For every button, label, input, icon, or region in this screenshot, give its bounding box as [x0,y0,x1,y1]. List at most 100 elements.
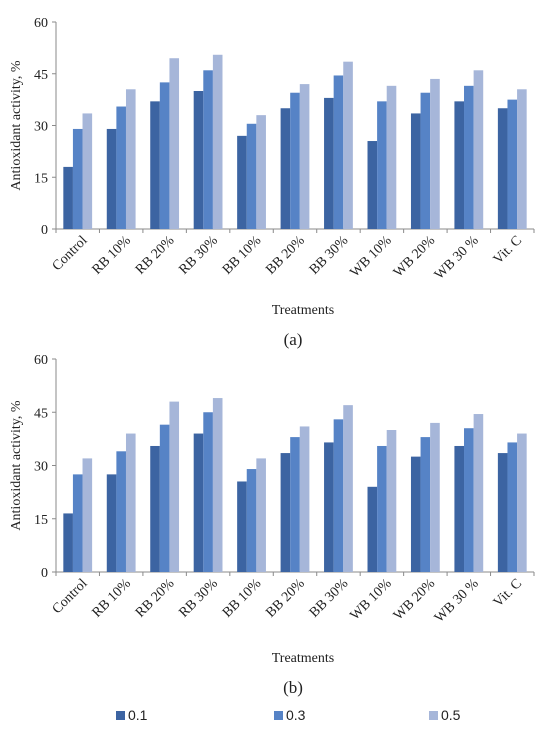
bar-wb-20--0.3 [420,92,431,229]
bar-wb-20--0.5 [430,78,440,229]
bar-vit-c-0.3 [507,99,518,229]
bar-rb-10--0.3 [116,451,126,572]
x-tick-label: BB 10% [220,233,265,278]
bar-control-0.1 [63,513,73,572]
x-tick-label: BB 20% [263,233,308,278]
x-axis-title: Treatments [272,651,334,666]
bar-rb-10--0.5 [125,433,136,572]
x-tick-label: WB 20% [391,233,438,280]
bar-bb-30--0.1 [324,442,334,572]
x-tick-label: BB 20% [263,576,308,621]
bar-wb-10--0.5 [386,430,397,572]
bar-vit-c-0.1 [497,453,508,572]
bar-bb-10--0.5 [256,115,266,229]
bar-wb-10--0.3 [377,445,387,572]
bar-vit-c-0.3 [507,442,518,572]
legend-item-1: 0.3 [274,707,306,723]
x-tick-label: WB 10% [348,576,395,623]
bar-rb-30--0.3 [203,70,213,229]
bar-wb-20--0.1 [410,113,421,229]
bar-wb-10--0.3 [377,101,387,229]
legend: 0.1 0.3 0.5 [116,707,461,723]
legend-label-1: 0.3 [286,707,306,723]
bar-wb-30--0.5 [473,70,484,229]
bar-wb-30--0.5 [473,414,484,572]
y-tick-label: 60 [34,353,48,368]
bar-wb-30--0.1 [454,101,465,229]
bar-wb-10--0.1 [367,486,378,572]
bar-wb-10--0.1 [367,141,378,229]
bar-rb-30--0.1 [193,433,204,572]
x-tick-label: Vit. C [491,576,525,610]
bar-bb-30--0.5 [343,61,353,229]
bar-wb-20--0.1 [410,456,421,572]
legend-item-2: 0.5 [429,707,461,723]
panel-caption: (b) [283,678,303,697]
x-tick-label: Vit. C [491,233,525,267]
legend-label-2: 0.5 [441,707,461,723]
bar-bb-20--0.5 [299,84,310,229]
x-tick-label: RB 20% [133,233,178,278]
x-tick-label: RB 10% [90,576,135,621]
bar-rb-20--0.3 [159,424,170,572]
x-tick-label: WB 20% [391,576,438,623]
bar-bb-30--0.3 [333,75,344,229]
chart-panel-b: 0 15 30 45 60 Control RB 10% RB 20% RB 30% BB 10%… [9,353,535,697]
bar-rb-30--0.1 [193,91,204,229]
bar-bb-30--0.3 [333,419,344,572]
x-tick-label: BB 30% [307,576,352,621]
bar-rb-10--0.3 [116,106,126,229]
bar-wb-30--0.3 [464,85,474,229]
x-tick-label: RB 30% [176,576,221,621]
bar-bb-20--0.1 [280,108,291,229]
bar-bb-10--0.1 [237,481,247,572]
x-tick-label: WB 10% [348,233,395,280]
y-tick-label: 30 [34,120,48,135]
bar-bb-30--0.1 [324,97,334,230]
x-tick-label: RB 20% [133,576,178,621]
y-tick-label: 15 [34,171,48,186]
bar-vit-c-0.1 [497,108,508,229]
y-tick-label: 45 [34,68,48,83]
bar-bb-10--0.5 [256,458,266,572]
x-axis-title: Treatments [272,303,334,318]
y-axis-title: Antioxidant activity, % [9,60,24,190]
bar-rb-10--0.1 [106,128,117,229]
x-tick-label: RB 10% [90,233,135,278]
legend-swatch-2 [429,711,438,720]
x-tick-label: BB 30% [307,233,352,278]
bar-bb-10--0.3 [246,469,257,572]
legend-item-0: 0.1 [116,707,148,723]
bar-rb-30--0.5 [212,54,223,230]
y-tick-label: 30 [34,460,48,475]
bar-bb-10--0.3 [246,123,257,229]
y-tick-label: 15 [34,513,48,528]
y-tick-label: 60 [34,16,48,31]
x-tick-label: Control [50,576,91,617]
bar-rb-30--0.3 [203,412,213,572]
bar-rb-20--0.5 [169,401,180,572]
bar-rb-20--0.3 [159,82,170,229]
legend-label-0: 0.1 [128,707,148,723]
bar-wb-30--0.3 [464,428,474,572]
x-tick-label: WB 30 % [432,233,482,283]
y-axis-title: Antioxidant activity, % [9,400,24,530]
bar-bb-20--0.3 [290,437,300,572]
bar-control-0.1 [63,166,73,229]
bar-rb-20--0.1 [150,101,160,229]
bar-bb-30--0.5 [343,405,353,572]
bar-rb-30--0.5 [212,398,223,572]
bar-bb-20--0.5 [299,426,310,572]
bar-wb-20--0.5 [430,422,440,572]
x-tick-label: BB 10% [220,576,265,621]
bar-vit-c-0.5 [517,433,527,572]
y-tick-label: 0 [41,223,48,238]
bar-wb-10--0.5 [386,85,397,229]
bar-control-0.3 [72,474,83,572]
bar-control-0.3 [72,128,83,229]
bar-wb-30--0.1 [454,445,465,572]
bar-bb-20--0.3 [290,92,300,229]
legend-swatch-0 [116,711,125,720]
bar-rb-10--0.5 [125,89,136,230]
